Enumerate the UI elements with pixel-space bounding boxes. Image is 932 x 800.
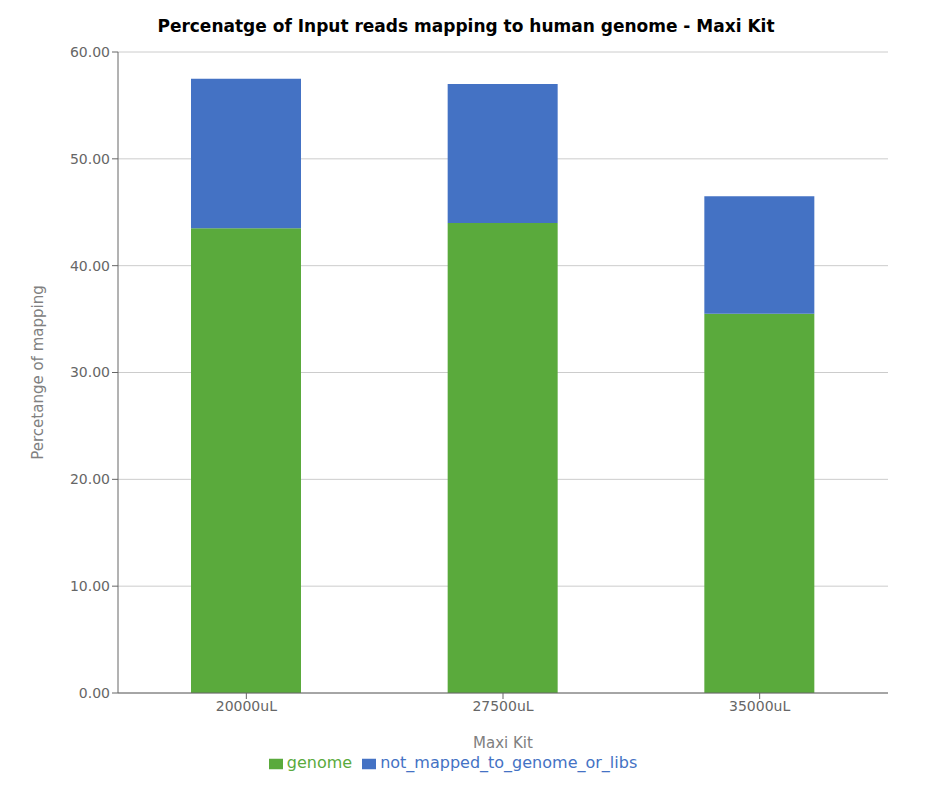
svg-text:20000uL: 20000uL (216, 698, 277, 714)
svg-text:40.00: 40.00 (70, 258, 110, 274)
html-text:Percenatge of Input reads mapp: Percenatge of Input reads mapping to hum… (157, 16, 775, 36)
svg-text:0.00: 0.00 (79, 685, 110, 701)
svg-text:20.00: 20.00 (70, 471, 110, 487)
svg-text:Maxi Kit: Maxi Kit (473, 734, 533, 752)
svg-text:Percetange of mapping: Percetange of mapping (29, 285, 47, 459)
svg-text:27500uL: 27500uL (472, 698, 533, 714)
html-text:not_mapped_to_genome_or_libs: not_mapped_to_genome_or_libs (380, 753, 638, 772)
svg-text:50.00: 50.00 (70, 151, 110, 167)
svg-text:60.00: 60.00 (70, 44, 110, 60)
svg-text:30.00: 30.00 (70, 364, 110, 380)
svg-text:35000uL: 35000uL (729, 698, 790, 714)
html-text:genome: genome (286, 753, 353, 772)
svg-text:10.00: 10.00 (70, 578, 110, 594)
